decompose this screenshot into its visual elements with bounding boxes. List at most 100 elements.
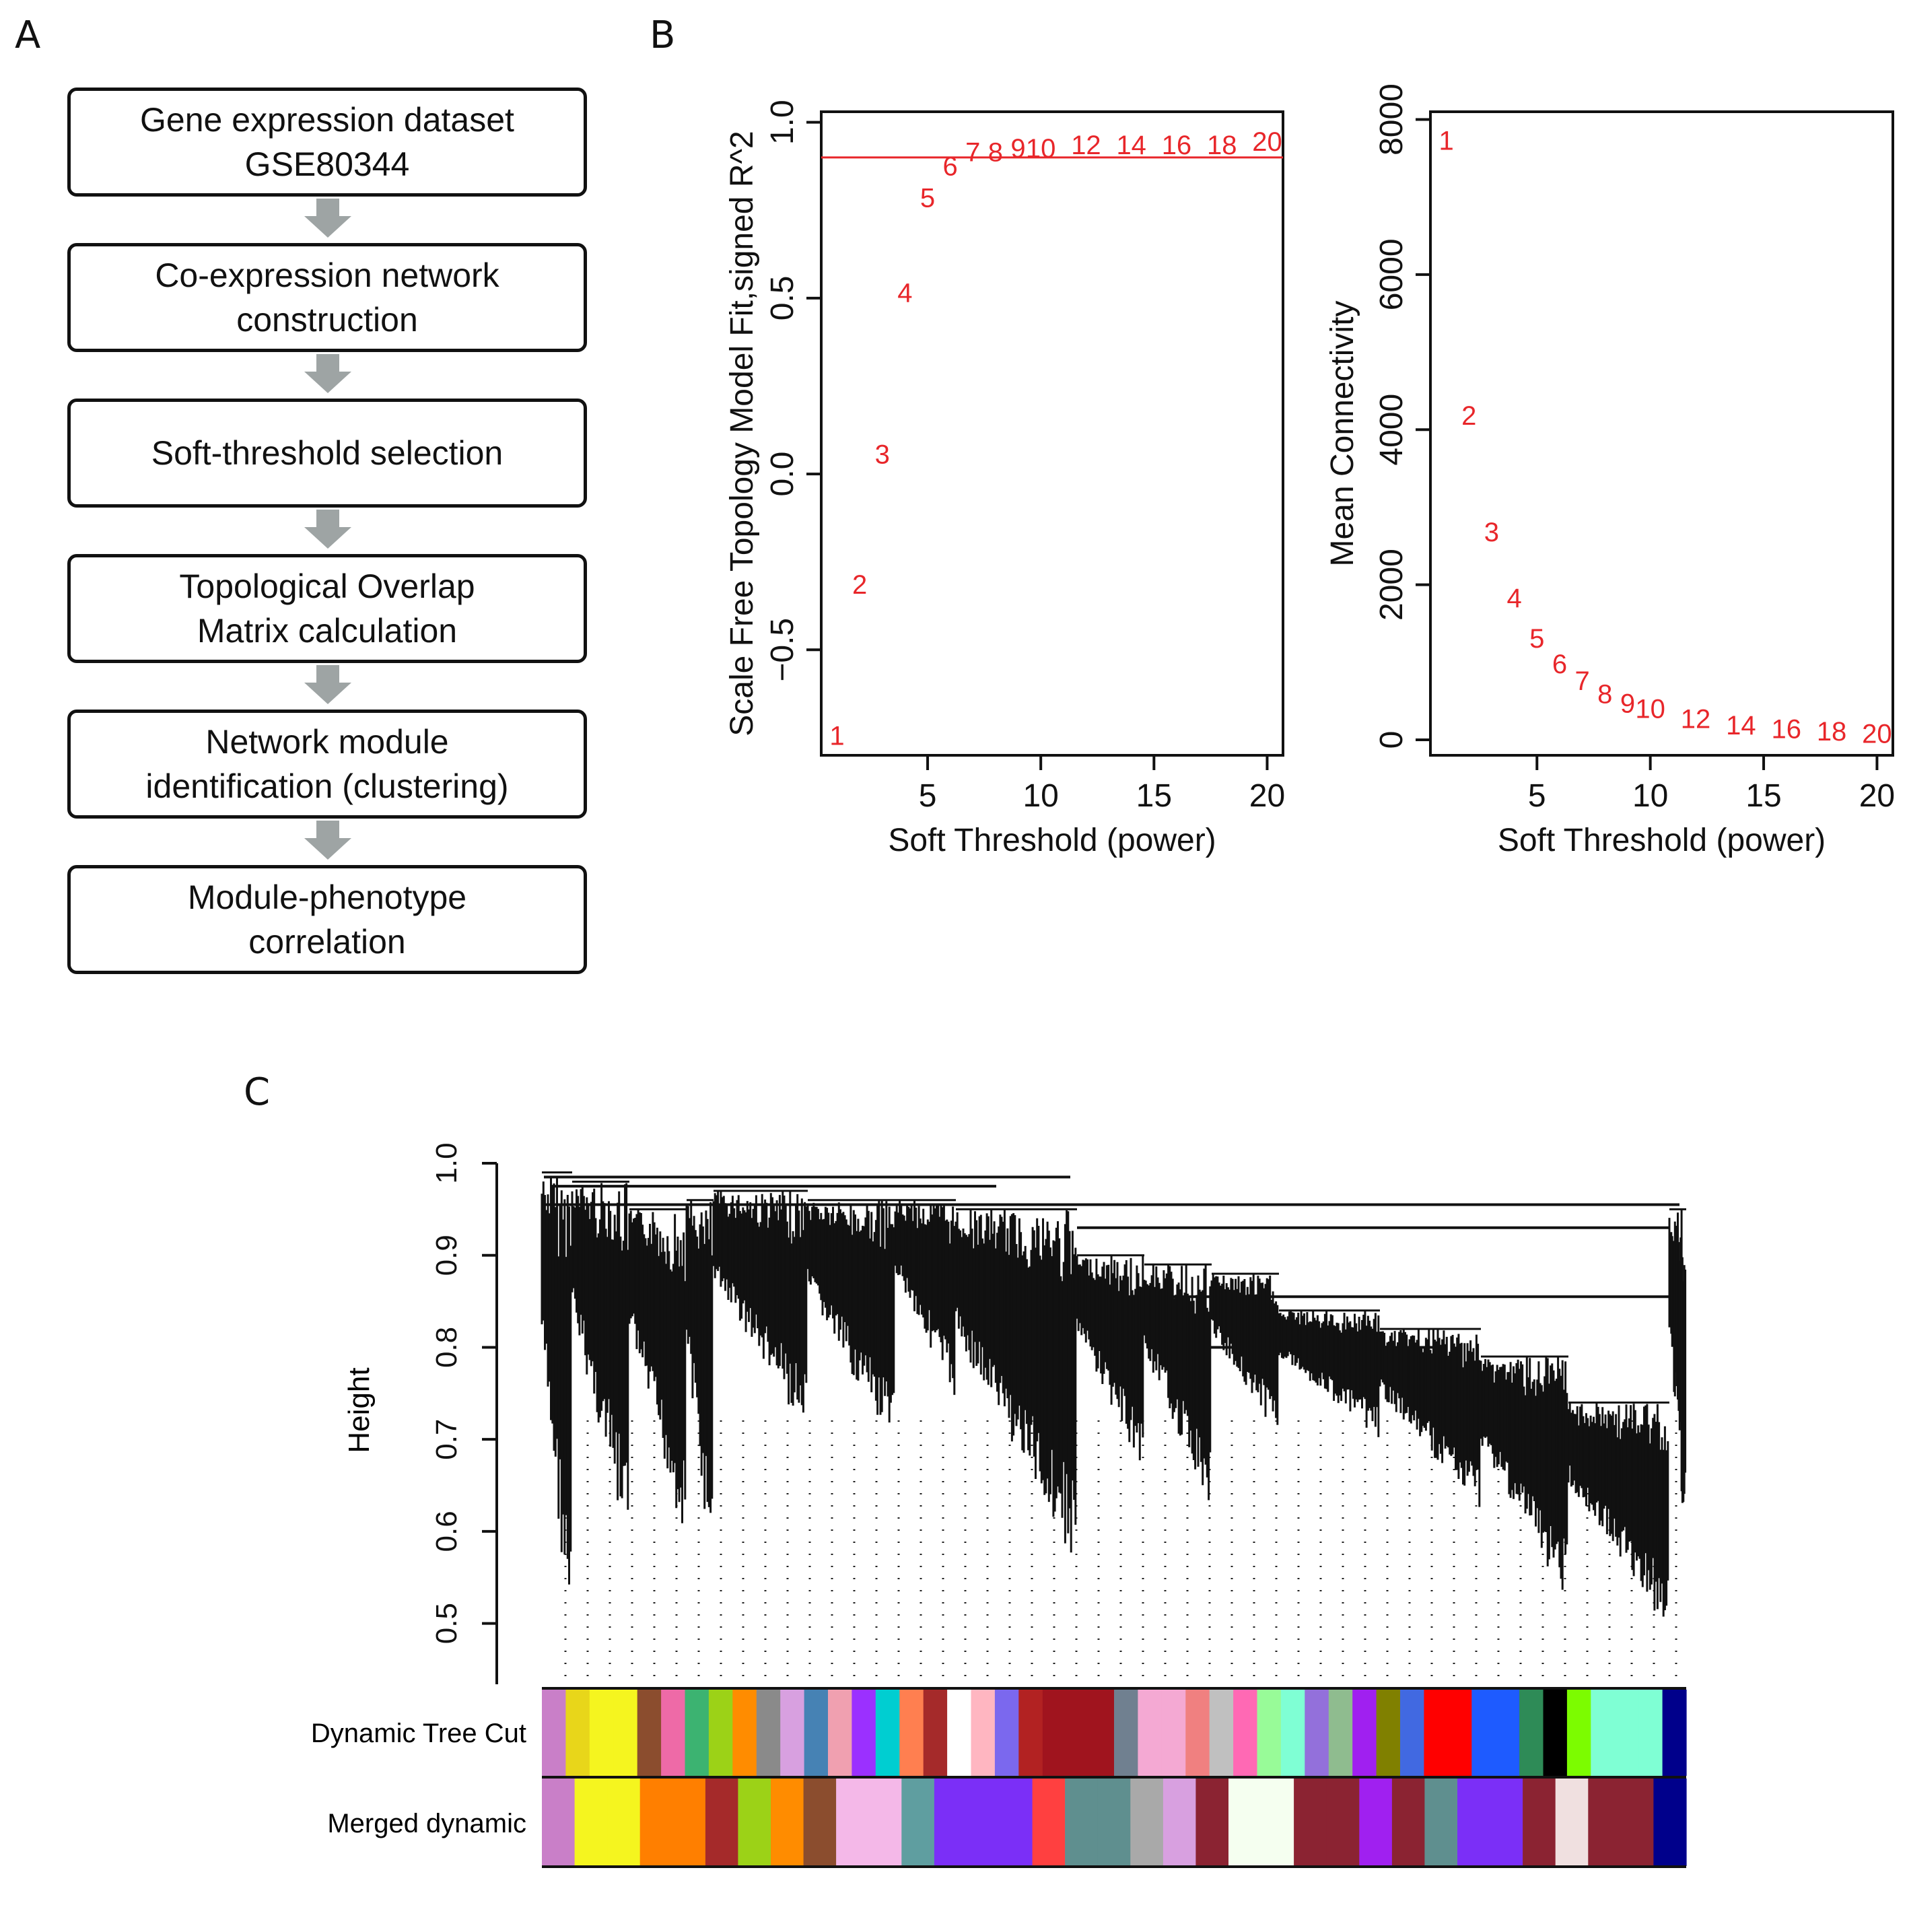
module-color-band [923, 1690, 948, 1776]
module-color-band [1591, 1690, 1616, 1776]
gene-dendrogram-panel: Height Dynamic Tree Cut Merged dynamic 0… [311, 1142, 1687, 1868]
x-tick-label: 20 [1859, 778, 1895, 814]
merged-dynamic-label: Merged dynamic [327, 1809, 526, 1838]
module-color-band [1032, 1779, 1066, 1866]
module-color-band [1257, 1690, 1282, 1776]
step-soft-threshold-box: Soft-threshold selection [67, 399, 587, 508]
module-color-band [1261, 1779, 1294, 1866]
y-tick-label: 2000 [1374, 549, 1410, 621]
module-color-band [967, 1779, 1000, 1866]
module-color-band [828, 1690, 852, 1776]
data-point-label: 7 [1575, 666, 1590, 696]
module-color-band [1195, 1779, 1229, 1866]
step-1-line-2: GSE80344 [244, 145, 410, 183]
x-tick-label: 10 [1632, 778, 1668, 814]
module-color-band [1662, 1690, 1687, 1776]
panel-c-letter: C [244, 1070, 271, 1114]
step-6-line-1: Module-phenotype [187, 878, 467, 916]
module-color-band [1653, 1779, 1687, 1866]
data-point-label: 1 [1438, 126, 1453, 156]
module-color-band [1543, 1690, 1568, 1776]
module-color-band [637, 1690, 662, 1776]
module-color-band [565, 1690, 590, 1776]
module-color-band [1519, 1690, 1544, 1776]
module-color-band [1185, 1690, 1210, 1776]
module-color-band [1209, 1690, 1234, 1776]
data-point-label: 14 [1116, 131, 1146, 160]
y-axis-label: Scale Free Topology Model Fit,signed R^2 [724, 131, 760, 736]
dynamic-tree-cut-row [542, 1690, 1687, 1776]
data-point-label: 8 [1597, 680, 1612, 710]
y-tick-label: 4000 [1374, 394, 1410, 466]
dendrogram-y-axis-label: Height [343, 1367, 376, 1453]
merged-dynamic-row [542, 1779, 1687, 1866]
step-5-line-1: Network module [205, 723, 449, 761]
data-point-label: 14 [1726, 711, 1756, 740]
y-axis-label: Mean Connectivity [1325, 301, 1360, 567]
module-color-band [1523, 1779, 1556, 1866]
module-color-band [1400, 1690, 1424, 1776]
module-color-band [1566, 1690, 1591, 1776]
module-color-band [1447, 1690, 1472, 1776]
step-module-identification-box: Network module identification (clustering… [67, 710, 587, 819]
y-tick-label: 0.9 [430, 1235, 463, 1276]
data-point-label: 8 [988, 137, 1003, 167]
x-tick-label: 5 [1528, 778, 1546, 814]
flow-arrow-icon [304, 354, 351, 393]
data-point-label: 6 [943, 151, 958, 181]
module-color-band [1555, 1779, 1589, 1866]
step-network-construction-box: Co-expression network construction [67, 243, 587, 352]
module-color-band [1163, 1779, 1197, 1866]
data-point-label: 2 [1461, 401, 1476, 431]
module-color-band [1328, 1690, 1353, 1776]
module-color-band [1490, 1779, 1523, 1866]
data-point-label: 20 [1252, 127, 1282, 157]
data-point-label: 20 [1862, 719, 1892, 749]
y-tick-label: 0.5 [430, 1603, 463, 1644]
data-point-label: 9 [1010, 134, 1025, 164]
data-point-label: 3 [875, 440, 890, 470]
module-color-band [971, 1690, 996, 1776]
step-tom-box: Topological Overlap Matrix calculation [67, 554, 587, 663]
data-point-label: 7 [965, 137, 980, 167]
dynamic-tree-cut-label: Dynamic Tree Cut [311, 1719, 526, 1748]
module-color-band [1280, 1690, 1305, 1776]
step-2-line-2: construction [236, 301, 418, 339]
flow-arrow-icon [304, 821, 351, 860]
data-point-label: 10 [1635, 695, 1665, 724]
data-point-label: 1 [829, 722, 844, 751]
module-color-band [804, 1690, 829, 1776]
x-axis-label: Soft Threshold (power) [888, 823, 1216, 858]
module-color-band [1352, 1690, 1377, 1776]
data-point-label: 12 [1681, 705, 1711, 734]
module-color-band [780, 1690, 805, 1776]
flow-arrow-icon [304, 510, 351, 549]
module-color-band [613, 1690, 638, 1776]
panel-b-letter: B [650, 13, 676, 57]
plot-frame [1429, 110, 1894, 757]
module-color-band [542, 1779, 576, 1866]
step-dataset-box: Gene expression dataset GSE80344 [67, 88, 587, 197]
step-2-line-1: Co-expression network [155, 256, 499, 294]
module-color-band [639, 1779, 673, 1866]
module-color-band [661, 1690, 686, 1776]
step-4-line-1: Topological Overlap [179, 567, 475, 605]
data-point-label: 18 [1207, 131, 1237, 160]
data-point-label: 16 [1771, 715, 1801, 745]
data-point-label: 10 [1026, 134, 1056, 164]
module-color-band [1042, 1690, 1067, 1776]
step-5-line-2: identification (clustering) [145, 767, 509, 805]
flow-arrow-icon [304, 665, 351, 704]
x-tick-label: 5 [919, 778, 937, 814]
data-point-label: 18 [1817, 717, 1847, 747]
step-6-line-2: correlation [248, 923, 406, 961]
module-color-band [672, 1779, 706, 1866]
y-tick-label: 0.5 [765, 276, 800, 321]
module-color-band [1391, 1779, 1426, 1866]
module-color-band [836, 1779, 870, 1866]
y-tick-label: 1.0 [430, 1142, 463, 1183]
module-color-band [1614, 1690, 1639, 1776]
data-point-label: 2 [852, 570, 867, 600]
module-color-band [1097, 1779, 1131, 1866]
